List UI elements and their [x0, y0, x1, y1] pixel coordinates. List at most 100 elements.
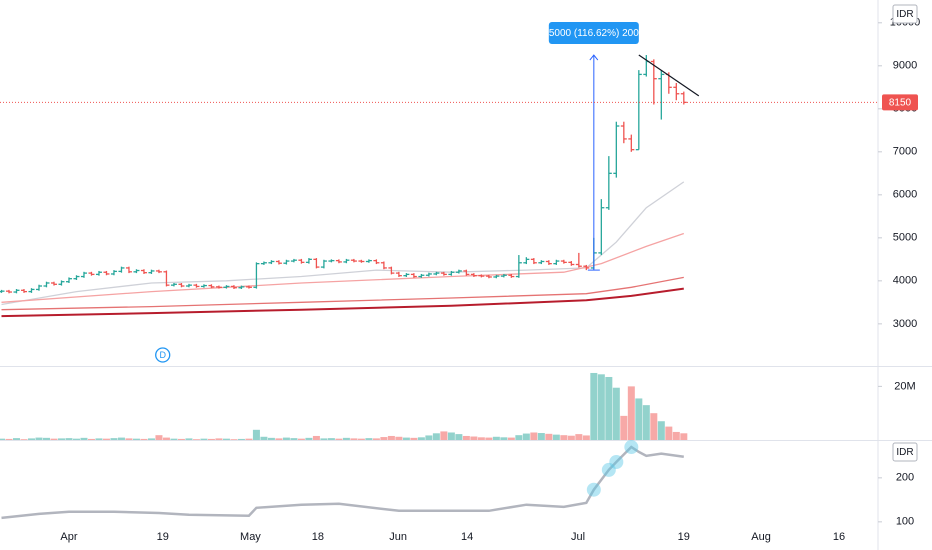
ohlc-bar — [215, 285, 222, 289]
volume-bar — [575, 434, 583, 440]
volume-bar — [162, 437, 170, 440]
volume-bar — [275, 438, 283, 440]
ohlc-bar — [373, 259, 380, 265]
volume-bar — [417, 437, 425, 440]
ohlc-bar — [50, 281, 57, 286]
volume-bar — [177, 438, 185, 440]
ohlc-bar — [260, 261, 267, 265]
ohlc-bar — [613, 121, 620, 178]
volume-bar — [155, 435, 163, 440]
volume-bar — [567, 435, 575, 440]
ohlc-bar — [433, 271, 440, 276]
ohlc-bar — [305, 258, 312, 264]
ohlc-bar — [605, 156, 612, 210]
volume-bar — [590, 372, 598, 440]
ohlc-bar — [620, 121, 627, 144]
volume-bar — [12, 438, 20, 440]
volume-bar — [605, 376, 613, 440]
volume-bar — [432, 433, 440, 440]
volume-bar — [72, 438, 80, 440]
volume-bar — [260, 436, 268, 440]
ohlc-bar — [493, 274, 500, 279]
volume-bar — [200, 438, 208, 440]
ohlc-bar — [313, 258, 320, 269]
ohlc-bar — [650, 59, 657, 105]
volume-bar — [395, 436, 403, 440]
volume-bar — [372, 438, 380, 440]
x-tick-label: 19 — [157, 531, 169, 543]
volume-bar — [650, 413, 658, 440]
ohlc-bar — [238, 285, 245, 290]
ohlc-bar — [73, 275, 80, 280]
ohlc-bar — [553, 259, 560, 265]
volume-bar — [552, 434, 560, 440]
moving-average — [1, 287, 684, 318]
ohlc-bar — [125, 266, 132, 274]
ohlc-bar — [583, 264, 590, 271]
ohlc-bar — [170, 282, 177, 287]
ohlc-bar — [320, 259, 327, 269]
ohlc-bar — [253, 262, 260, 289]
volume-bar — [110, 438, 118, 440]
ohlc-bar — [140, 269, 147, 274]
ohlc-bar — [65, 277, 72, 283]
volume-bar — [612, 387, 620, 440]
indicator-point — [586, 482, 601, 497]
volume-bar — [230, 439, 238, 440]
x-tick-label: May — [240, 531, 261, 543]
measure-arrow — [589, 54, 599, 61]
x-tick-label: 19 — [678, 531, 690, 543]
y-tick-label: 4000 — [893, 275, 917, 287]
ohlc-bar — [500, 273, 507, 278]
ohlc-bar — [358, 259, 365, 263]
ohlc-bar — [455, 269, 462, 274]
ohlc-bar — [80, 271, 87, 278]
y-tick-label: 7000 — [893, 146, 917, 158]
volume-bar — [5, 438, 13, 440]
ohlc-bar — [193, 283, 200, 288]
y-tick-label: 9000 — [893, 60, 917, 72]
ohlc-bar — [523, 257, 530, 265]
ohlc-bar — [230, 285, 237, 290]
volume-bar — [245, 438, 253, 440]
ohlc-bar — [118, 266, 125, 273]
volume-bar — [57, 438, 65, 440]
volume-bar — [207, 438, 215, 440]
volume-bar — [267, 437, 275, 440]
ohlc-bar — [35, 284, 42, 291]
ohlc-bar — [418, 273, 425, 278]
volume-bar — [410, 437, 418, 440]
currency-badge — [892, 442, 918, 462]
ohlc-bar — [148, 269, 155, 274]
moving-average — [1, 232, 685, 303]
ohlc-bar — [545, 260, 552, 265]
volume-bar — [20, 439, 28, 440]
ohlc-bar — [485, 274, 492, 279]
volume-bar — [290, 438, 298, 440]
volume-bar — [530, 432, 538, 440]
y-tick-label: 6000 — [893, 189, 917, 201]
volume-bar — [282, 437, 290, 440]
y-tick-label: 100 — [896, 516, 914, 528]
x-tick-label: 14 — [461, 531, 473, 543]
indicator-point — [609, 455, 624, 469]
ohlc-bar — [365, 259, 372, 263]
last-price-label: 8150 — [889, 98, 912, 109]
volume-bar — [27, 438, 35, 440]
volume-bar — [380, 437, 388, 440]
volume-bar — [680, 433, 688, 440]
volume-bar — [170, 438, 178, 440]
volume-bar — [335, 438, 343, 440]
volume-bar — [320, 438, 328, 440]
y-tick-label: 20M — [894, 380, 915, 392]
indicator-point — [624, 440, 639, 455]
ohlc-bar — [13, 289, 20, 294]
volume-bar — [327, 438, 335, 440]
x-tick-label: 16 — [833, 531, 845, 543]
volume-bar — [95, 438, 103, 440]
volume-bar — [485, 437, 493, 440]
volume-bar — [387, 435, 395, 440]
indicator-point — [601, 462, 616, 477]
ohlc-bar — [515, 255, 522, 278]
